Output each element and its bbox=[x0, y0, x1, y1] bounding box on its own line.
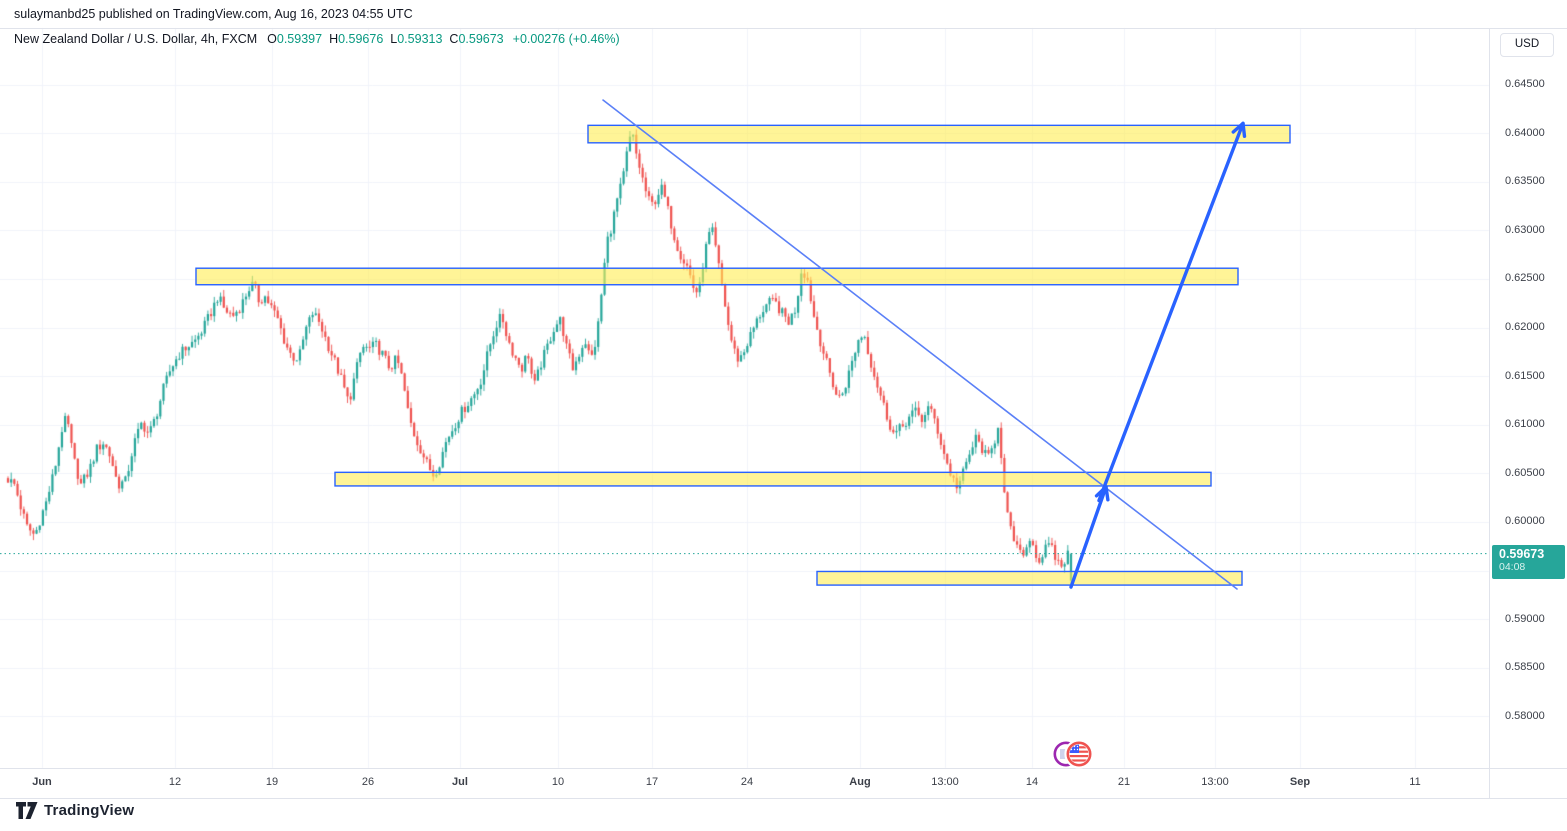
pane-top-border bbox=[0, 28, 1567, 29]
x-tick-21: 21 bbox=[1117, 776, 1131, 788]
x-tick-13:00: 13:00 bbox=[1201, 776, 1229, 788]
y-tick-0.61000: 0.61000 bbox=[1505, 418, 1545, 431]
x-tick-11: 11 bbox=[1409, 776, 1421, 788]
y-tick-0.59000: 0.59000 bbox=[1505, 612, 1545, 625]
currency-toggle-button[interactable]: USD bbox=[1500, 33, 1554, 57]
x-tick-12: 12 bbox=[168, 776, 182, 788]
x-tick-Aug: Aug bbox=[849, 776, 871, 788]
y-tick-0.62000: 0.62000 bbox=[1505, 321, 1545, 333]
y-tick-0.64500: 0.64500 bbox=[1505, 78, 1545, 90]
bullish-arrow-long[interactable] bbox=[1097, 121, 1245, 503]
y-tick-0.58000: 0.58000 bbox=[1505, 709, 1545, 722]
x-tick-24: 24 bbox=[740, 776, 754, 788]
descending-trendline[interactable] bbox=[602, 99, 1238, 590]
bullish-arrow-long-head bbox=[1231, 121, 1247, 138]
bar-countdown: 04:08 bbox=[1499, 561, 1526, 573]
symbol-title[interactable]: New Zealand Dollar / U.S. Dollar, 4h, FX… bbox=[14, 32, 258, 46]
economic-event-icons[interactable] bbox=[1051, 739, 1097, 776]
x-tick-13:00: 13:00 bbox=[931, 776, 959, 788]
last-price-label: 0.59673 04:08 bbox=[1492, 545, 1565, 579]
x-tick-Jul: Jul bbox=[452, 776, 468, 788]
y-tick-0.63000: 0.63000 bbox=[1505, 223, 1545, 236]
time-axis-border bbox=[0, 768, 1567, 769]
y-tick-0.58500: 0.58500 bbox=[1505, 661, 1545, 674]
bullish-arrow-short[interactable] bbox=[1069, 485, 1108, 589]
x-tick-19: 19 bbox=[265, 776, 279, 788]
x-tick-Sep: Sep bbox=[1289, 776, 1311, 788]
x-tick-26: 26 bbox=[361, 776, 375, 788]
x-tick-10: 10 bbox=[551, 776, 565, 788]
price-axis-border bbox=[1489, 28, 1490, 798]
supply-zone-0.640[interactable] bbox=[587, 124, 1291, 144]
demand-zone-0.595[interactable] bbox=[816, 570, 1243, 586]
y-tick-0.62500: 0.62500 bbox=[1505, 272, 1545, 285]
resistance-zone-0.625[interactable] bbox=[195, 267, 1239, 286]
x-tick-17: 17 bbox=[645, 776, 659, 788]
last-price-value: 0.59673 bbox=[1499, 547, 1545, 561]
y-tick-0.64000: 0.64000 bbox=[1505, 126, 1545, 139]
y-tick-0.61500: 0.61500 bbox=[1505, 369, 1545, 382]
footer-border bbox=[0, 798, 1567, 799]
ohlc-l: L0.59313 bbox=[390, 32, 443, 46]
tradingview-brand-text: TradingView bbox=[44, 802, 135, 819]
ohlc-o: O0.59397 bbox=[267, 32, 323, 46]
support-zone-0.605[interactable] bbox=[334, 471, 1212, 487]
x-tick-14: 14 bbox=[1025, 776, 1039, 788]
ohlc-h: H0.59676 bbox=[329, 32, 384, 46]
ohlc-c: C0.59673 bbox=[449, 32, 504, 46]
symbol-legend[interactable]: New Zealand Dollar / U.S. Dollar, 4h, FX… bbox=[14, 32, 620, 46]
x-tick-Jun: Jun bbox=[32, 776, 52, 788]
tradingview-watermark[interactable]: TradingView bbox=[16, 802, 134, 819]
change-value: +0.00276 (+0.46%) bbox=[512, 32, 620, 46]
y-tick-0.60500: 0.60500 bbox=[1505, 466, 1545, 479]
y-tick-0.63500: 0.63500 bbox=[1505, 175, 1545, 188]
us-flag-event-circle-icon[interactable] bbox=[1064, 739, 1094, 769]
tradingview-logo-icon bbox=[16, 802, 38, 819]
y-tick-0.60000: 0.60000 bbox=[1505, 515, 1545, 528]
